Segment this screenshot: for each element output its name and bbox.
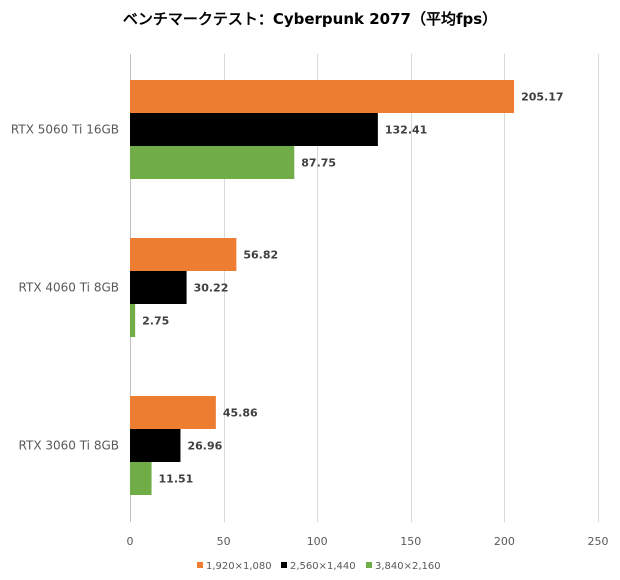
data-label: 2.75 <box>142 315 169 328</box>
data-label: 205.17 <box>521 91 563 104</box>
bar-3-1 <box>130 396 216 429</box>
bars <box>130 80 515 495</box>
category-label: RTX 3060 Ti 8GB <box>19 439 119 453</box>
bar-2-3 <box>130 304 136 337</box>
category-label: RTX 4060 Ti 8GB <box>19 281 119 295</box>
data-label: 11.51 <box>159 473 194 486</box>
bar-2-1 <box>130 238 237 271</box>
x-tick-label: 50 <box>217 535 231 548</box>
data-label: 56.82 <box>243 249 278 262</box>
legend-swatch <box>281 562 287 568</box>
bar-1-3 <box>130 146 295 179</box>
bar-2-2 <box>130 271 187 304</box>
chart-title: ベンチマークテスト：Cyberpunk 2077（平均fps） <box>123 10 497 28</box>
bar-1-1 <box>130 80 515 113</box>
data-labels: 205.17 132.41 87.75 56.82 30.22 2.75 45.86 26.9… <box>142 91 563 486</box>
data-label: 45.86 <box>223 407 258 420</box>
category-labels: RTX 5060 Ti 16GB RTX 4060 Ti 8GB RTX 3060 … <box>11 123 119 453</box>
data-label: 132.41 <box>385 124 427 137</box>
legend-entry: 2,560×1,440 <box>290 561 356 572</box>
x-tick-label: 150 <box>400 535 421 548</box>
x-tick-label: 200 <box>494 535 515 548</box>
x-tick-label: 250 <box>588 535 609 548</box>
legend-entry: 1,920×1,080 <box>206 561 272 572</box>
x-tick-label: 0 <box>127 535 134 548</box>
legend-swatch <box>197 562 203 568</box>
data-label: 30.22 <box>194 282 229 295</box>
category-label: RTX 5060 Ti 16GB <box>11 123 119 137</box>
data-label: 87.75 <box>301 157 336 170</box>
legend: 1,920×1,080 2,560×1,440 3,840×2,160 <box>197 561 441 572</box>
bar-1-2 <box>130 113 378 146</box>
legend-entry: 3,840×2,160 <box>375 561 441 572</box>
bar-3-2 <box>130 429 181 462</box>
data-label: 26.96 <box>187 440 222 453</box>
x-tick-labels: 0 50 100 150 200 250 <box>127 535 609 548</box>
bar-3-3 <box>130 462 152 495</box>
legend-swatch <box>366 562 372 568</box>
x-tick-label: 100 <box>307 535 328 548</box>
